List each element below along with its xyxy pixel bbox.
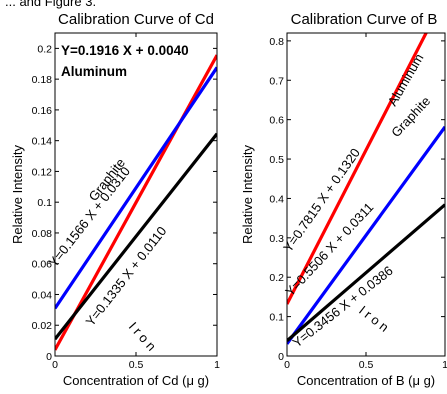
y-tick-label: 0.04	[32, 289, 53, 301]
chart-title: Calibration Curve of Cd	[58, 11, 214, 28]
b-calibration-chart: Calibration Curve of B 0 0.1 0.2 0.3 0.4 0.5 0.…	[240, 11, 447, 388]
equation-aluminum: Y=0.1916 X + 0.0040	[61, 43, 189, 58]
y-tick-label: 0.1	[269, 312, 284, 324]
cd-calibration-chart: Calibration Curve of Cd 0 0.02 0.04 0.06 0.08…	[10, 11, 220, 388]
series-label-aluminum: Aluminum	[61, 64, 127, 79]
y-tick-label: 0.8	[269, 36, 284, 48]
y-tick-label: 0	[278, 351, 284, 363]
y-tick-label: 0.4	[269, 193, 284, 205]
y-tick-label: 0.5	[269, 154, 284, 166]
y-tick-label: 0.12	[32, 166, 53, 178]
y-tick-label: 0.3	[269, 233, 284, 245]
series-line-aluminum	[55, 54, 217, 351]
y-axis-label: Relative Intensity	[10, 145, 25, 244]
y-tick-label: 0.18	[32, 74, 53, 86]
x-tick-label: 0	[52, 359, 58, 371]
header-fragment: ... and Figure 3.	[5, 0, 96, 9]
series-line-iron	[287, 203, 445, 343]
y-tick-label: 0.2	[269, 272, 284, 284]
x-axis-label: Concentration of Cd (μ g)	[63, 373, 209, 388]
y-tick-label: 0.2	[37, 43, 52, 55]
y-tick-label: 0	[46, 351, 52, 363]
x-tick-label: 0.5	[359, 359, 374, 371]
y-tick-label: 0.08	[32, 228, 53, 240]
chart-title: Calibration Curve of B	[291, 11, 438, 28]
y-tick-label: 0.1	[37, 197, 52, 209]
series-line-aluminum	[287, 33, 428, 305]
x-tick-label: 1	[442, 359, 447, 371]
y-tick-label: 0.06	[32, 259, 53, 271]
y-tick-label: 0.14	[32, 136, 53, 148]
series-line-graphite	[287, 125, 445, 345]
aluminum-annotation: Y=0.1916 X + 0.0040 Aluminum	[61, 43, 189, 79]
y-tick-label: 0.6	[269, 115, 284, 127]
x-tick-label: 1	[214, 359, 220, 371]
series-line-iron	[55, 132, 217, 341]
series-lines	[55, 54, 217, 351]
x-tick-label: 0.5	[129, 359, 144, 371]
y-tick-label: 0.02	[32, 320, 53, 332]
series-label-iron: I r o n	[126, 319, 159, 354]
y-axis-label: Relative Intensity	[240, 145, 255, 244]
equation-graphite: Y=0.1566 X + 0.0310	[46, 164, 133, 270]
x-axis-label: Concentration of B (μ g)	[297, 373, 435, 388]
y-tick-label: 0.16	[32, 105, 53, 117]
series-label-iron: I r o n	[356, 303, 391, 335]
series-lines	[287, 33, 445, 345]
x-tick-label: 0	[284, 359, 290, 371]
series-line-graphite	[55, 66, 217, 310]
y-tick-label: 0.7	[269, 75, 284, 87]
